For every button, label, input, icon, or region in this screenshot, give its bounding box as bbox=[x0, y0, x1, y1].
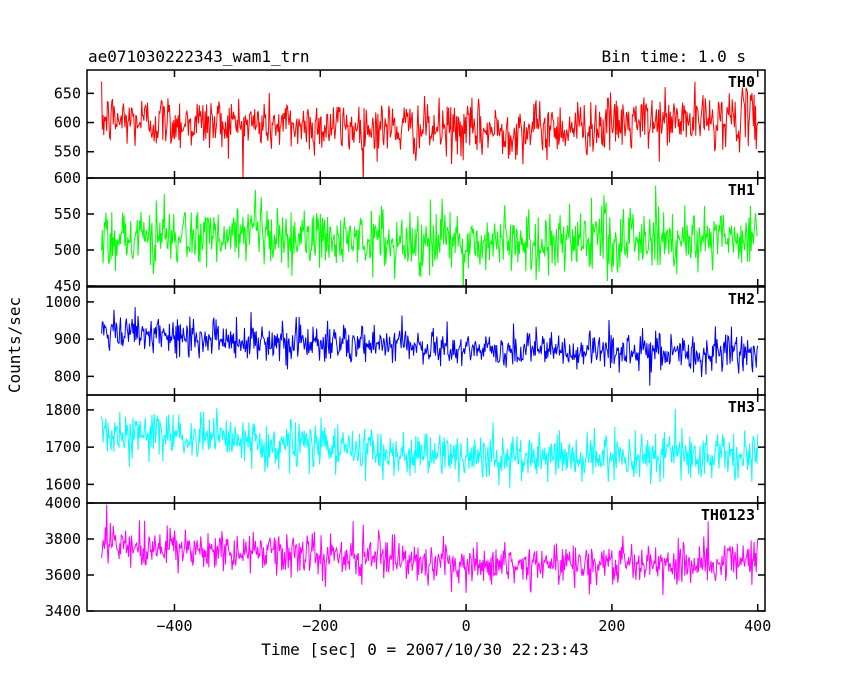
y-tick-label: 3600 bbox=[45, 566, 81, 584]
panel-th0123: 3400 3600 3800 4000 TH0123 bbox=[45, 494, 766, 620]
series-line-th0 bbox=[101, 81, 759, 178]
panel-frame bbox=[86, 177, 766, 287]
y-tick-label: 1000 bbox=[45, 293, 81, 311]
y-tick-label: 800 bbox=[54, 367, 81, 385]
series-line-th3 bbox=[101, 408, 759, 488]
x-tick-label: 200 bbox=[598, 617, 625, 635]
panel-th0: 550 600 650 TH0 bbox=[54, 69, 766, 179]
series-line-th0123 bbox=[101, 504, 759, 596]
y-tick-label: 550 bbox=[54, 205, 81, 223]
panel-frame bbox=[86, 286, 766, 396]
y-tick-label: 4000 bbox=[45, 494, 81, 512]
y-tick-label: 550 bbox=[54, 143, 81, 161]
panels-group: 550 600 650 TH0 450 500 550 600 TH1 800 900 1000 TH2… bbox=[45, 69, 771, 635]
x-tick-label: 400 bbox=[744, 617, 771, 635]
y-tick-label: 600 bbox=[54, 114, 81, 132]
x-tick-label: −400 bbox=[156, 617, 192, 635]
y-tick-label: 450 bbox=[54, 277, 81, 295]
x-axis-label: Time [sec] 0 = 2007/10/30 22:23:43 bbox=[261, 640, 589, 659]
y-tick-label: 1600 bbox=[45, 475, 81, 493]
panel-label: TH1 bbox=[728, 181, 755, 199]
panel-label: TH0123 bbox=[701, 506, 755, 524]
bin-time-label: Bin time: 1.0 s bbox=[602, 47, 747, 66]
y-tick-label: 1700 bbox=[45, 438, 81, 456]
y-tick-label: 900 bbox=[54, 330, 81, 348]
chart-title: ae071030222343_wam1_trn bbox=[88, 47, 310, 66]
panel-label: TH2 bbox=[728, 290, 755, 308]
panel-label: TH0 bbox=[728, 73, 755, 91]
y-tick-label: 1800 bbox=[45, 401, 81, 419]
series-line-th2 bbox=[101, 307, 759, 386]
y-tick-label: 600 bbox=[54, 169, 81, 187]
y-tick-label: 3800 bbox=[45, 530, 81, 548]
x-tick-label: 0 bbox=[462, 617, 471, 635]
panel-th2: 800 900 1000 TH2 bbox=[45, 286, 766, 396]
y-tick-label: 3400 bbox=[45, 602, 81, 620]
y-tick-label: 500 bbox=[54, 241, 81, 259]
panel-th3: 1600 1700 1800 TH3 bbox=[45, 394, 766, 504]
panel-label: TH3 bbox=[728, 398, 755, 416]
y-axis-label: Counts/sec bbox=[5, 297, 24, 393]
x-tick-label: −200 bbox=[302, 617, 338, 635]
series-line-th1 bbox=[101, 185, 759, 286]
y-tick-label: 650 bbox=[54, 84, 81, 102]
panel-frame bbox=[86, 502, 766, 612]
panel-th1: 450 500 550 600 TH1 bbox=[54, 169, 766, 295]
